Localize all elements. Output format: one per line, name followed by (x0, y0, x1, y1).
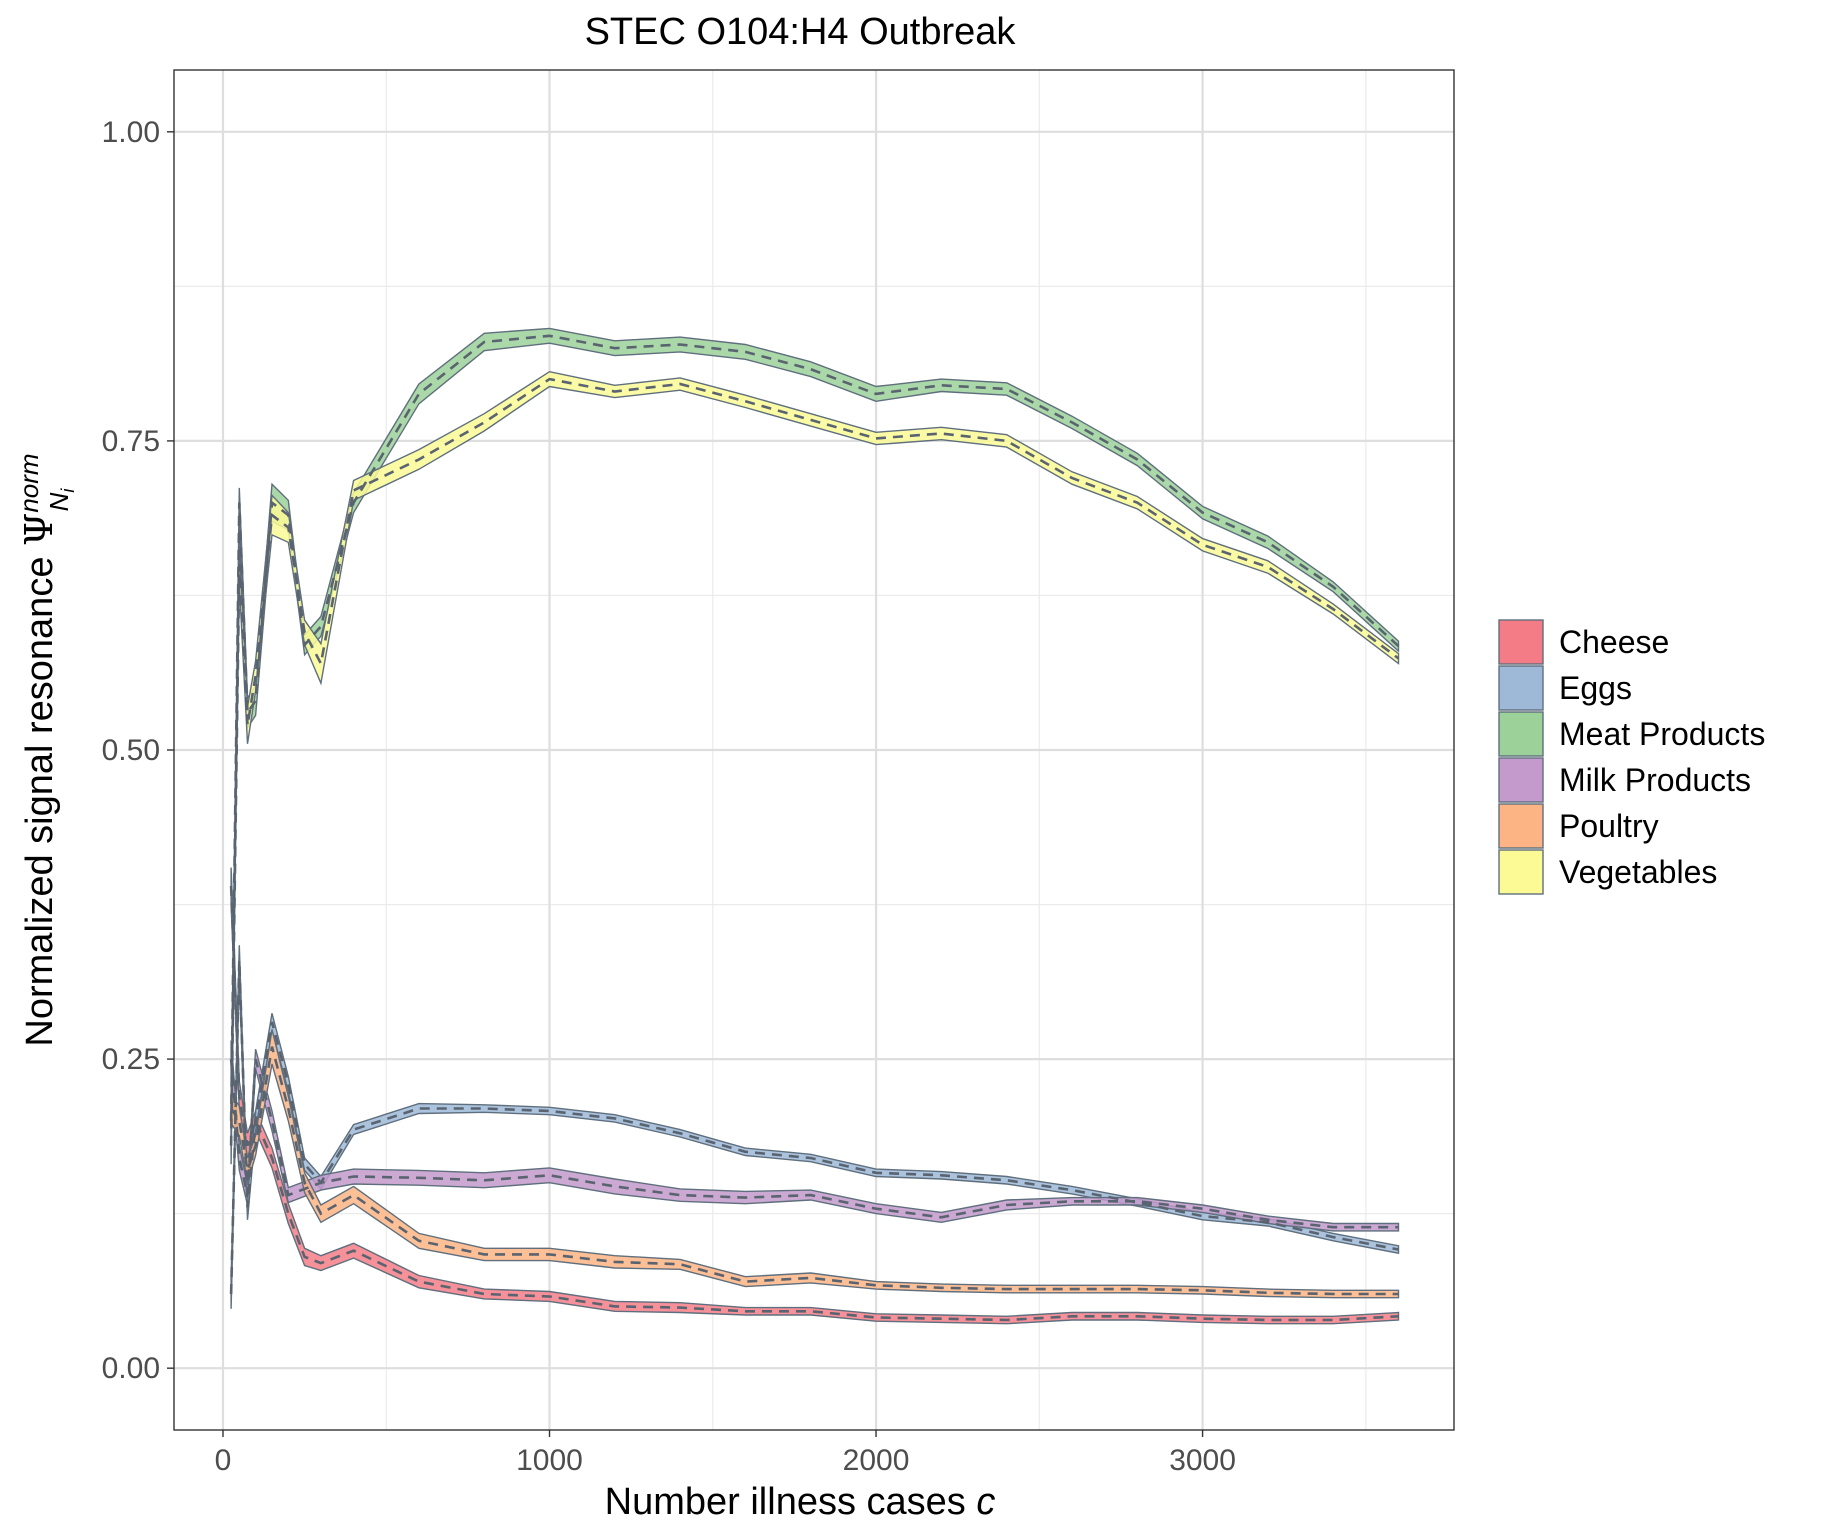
band-poultry (230, 1029, 1400, 1299)
y-axis-title-subsubscript: i (58, 488, 78, 493)
legend-key-milk-products (1498, 757, 1544, 803)
series-bands (230, 327, 1400, 1325)
band-milk-products (230, 1040, 1400, 1232)
legend: Cheese Eggs Meat Products Milk Products Poul… (1498, 619, 1765, 895)
x-axis-title-main: Number illness cases (605, 1481, 977, 1523)
chart-title: STEC O104:H4 Outbreak (585, 11, 1017, 53)
legend-label-meat-products: Meat Products (1559, 716, 1765, 752)
legend-key-cheese (1498, 619, 1544, 665)
x-axis-title: Number illness cases c (605, 1481, 996, 1523)
x-tick-label: 0 (215, 1444, 232, 1477)
band-eggs (230, 945, 1400, 1309)
legend-key-poultry (1498, 803, 1544, 849)
legend-label-cheese: Cheese (1559, 624, 1669, 660)
y-axis-title-superscript: norm (14, 453, 44, 512)
legend-key-vegetables (1498, 849, 1544, 895)
mean-line-cheese (229, 885, 1399, 1322)
legend-key-eggs (1498, 665, 1544, 711)
series-mean-lines (229, 334, 1400, 1322)
band-cheese (230, 867, 1400, 1325)
legend-label-eggs: Eggs (1559, 670, 1632, 706)
legend-key-meat-products (1498, 711, 1544, 757)
mean-line-vegetables (229, 377, 1400, 1146)
x-tick-label: 1000 (516, 1444, 583, 1477)
y-tick-label: 0.50 (102, 734, 160, 767)
x-tick-label: 2000 (843, 1444, 910, 1477)
y-axis-title-symbol: Ψ (17, 513, 61, 546)
x-axis-title-variable: c (976, 1481, 995, 1523)
mean-line-eggs (229, 960, 1399, 1295)
legend-label-poultry: Poultry (1559, 808, 1659, 844)
y-tick-label: 1.00 (102, 116, 160, 149)
y-axis-title-main: Normalized signal resonance (19, 546, 61, 1047)
mean-line-meat-products (229, 334, 1400, 1121)
y-tick-label: 0.00 (102, 1352, 160, 1385)
y-axis-title: Normalized signal resonance ΨnormNi (14, 453, 78, 1046)
mean-line-poultry (230, 1046, 1399, 1296)
x-tick-label: 3000 (1169, 1444, 1236, 1477)
band-vegetables (230, 370, 1400, 1165)
axis-ticks: 0 1000 2000 3000 0.00 0.25 0.50 0.75 1.00 (102, 116, 1236, 1477)
svg-text:Normalized signal resonance Ψn: Normalized signal resonance ΨnormNi (14, 453, 78, 1046)
y-tick-label: 0.75 (102, 425, 160, 458)
legend-label-milk-products: Milk Products (1559, 762, 1751, 798)
legend-label-vegetables: Vegetables (1559, 854, 1717, 890)
y-axis-title-subscript: N (44, 492, 74, 511)
y-tick-label: 0.25 (102, 1043, 160, 1076)
